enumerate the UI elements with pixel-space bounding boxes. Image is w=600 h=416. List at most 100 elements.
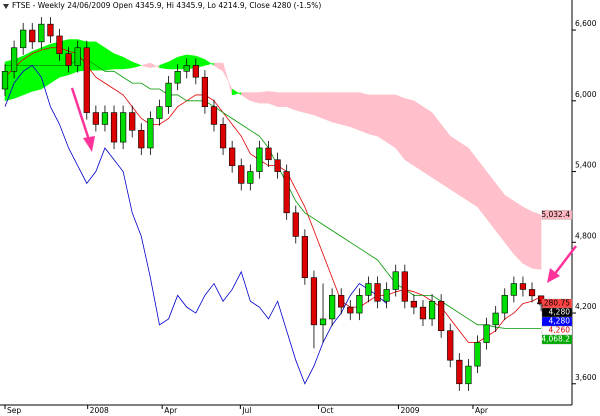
candle-body [47, 23, 54, 37]
cloud-segment [259, 91, 269, 104]
candle-body [283, 171, 290, 214]
candle-body [474, 342, 481, 367]
title-icon [3, 4, 9, 9]
candle-body [401, 271, 408, 302]
cloud-segment [440, 123, 451, 190]
candle-body [65, 53, 72, 66]
price-tag [541, 334, 573, 345]
cloud-segment [350, 92, 360, 131]
candle-body [74, 47, 81, 66]
cloud-segment [386, 94, 396, 149]
candle-body [29, 29, 36, 43]
candle-body [301, 236, 308, 278]
candle-body [165, 82, 172, 108]
cloud-segment [322, 92, 333, 123]
candle-body [20, 29, 27, 49]
plot-area [1, 17, 545, 391]
candle-body [428, 300, 436, 320]
candle-body [365, 283, 372, 296]
annotation-arrow [547, 245, 577, 283]
candle-body [56, 35, 63, 54]
candle-body [147, 118, 154, 149]
candle-body [229, 147, 236, 166]
candle-body [292, 212, 299, 237]
candle-body [174, 71, 181, 84]
candle-body [310, 277, 318, 326]
cloud-segment [459, 141, 469, 202]
candle-body [328, 295, 336, 320]
candle-body [92, 112, 99, 125]
x-tick-label: Apr [164, 406, 178, 415]
cloud-segment [331, 92, 342, 125]
candle-body [83, 47, 90, 113]
cloud-segment [395, 94, 406, 161]
candle-body [438, 300, 445, 332]
candle-body [110, 112, 118, 143]
x-tick-label: 2008 [90, 406, 109, 415]
candle-body [201, 76, 209, 108]
candle-body [419, 306, 427, 320]
cloud-segment [340, 92, 351, 128]
candle-body [483, 324, 490, 343]
price-tag-label: 4,280 [549, 308, 571, 317]
price-tag-label: 4,260 [549, 326, 571, 335]
cloud-segment [295, 92, 306, 113]
candle-body [447, 330, 454, 361]
candle-body [256, 147, 263, 172]
candle-body [356, 295, 363, 314]
chart-title: FTSE - Weekly 24/06/2009 Open 4345.9, Hi… [12, 1, 321, 10]
cloud-segment [431, 111, 442, 184]
cloud-segment [304, 92, 315, 116]
cloud-segment [404, 98, 415, 167]
candle-body [347, 306, 354, 314]
cloud-segment [22, 50, 33, 96]
x-tick-label: Jul [241, 406, 251, 415]
candle-body [247, 171, 254, 184]
candle-body [465, 365, 472, 385]
price-tag-label: 4,280.75 [537, 299, 571, 308]
x-tick-label: Oct [320, 406, 333, 415]
indicator-line [4, 59, 542, 329]
y-tick-label: 3,600 [575, 373, 597, 382]
candle-body [10, 47, 18, 72]
candle-body [319, 318, 327, 326]
cloud-segment [313, 92, 324, 119]
y-tick-label: 4,200 [575, 302, 597, 311]
candle-body [374, 283, 381, 302]
price-tag-label: 4,280 [549, 317, 571, 326]
y-tick-label: 4,800 [575, 231, 597, 240]
cloud-segment [522, 206, 533, 269]
candle-body [129, 112, 136, 131]
candle-body [519, 283, 527, 290]
candle-body [492, 312, 499, 326]
candle-body [274, 159, 281, 172]
candle-body [210, 106, 218, 125]
candle-body [38, 23, 45, 43]
indicator-line [4, 64, 387, 385]
y-tick-label: 5,400 [575, 161, 597, 170]
x-tick-label: 2009 [400, 406, 419, 415]
cloud-segment [32, 47, 42, 92]
candle-body [501, 295, 508, 314]
candle-body [510, 283, 517, 296]
cloud-segment [359, 92, 369, 135]
cloud-segment [531, 211, 542, 270]
price-tag [541, 316, 573, 327]
annotation-arrow [70, 87, 95, 152]
candle-body [265, 147, 272, 161]
price-tag [541, 210, 573, 220]
cloud-segment [413, 100, 424, 173]
candle-body [156, 106, 163, 119]
x-tick-label: Sep [7, 406, 21, 415]
candle-body [383, 289, 390, 302]
cloud-segment [131, 61, 143, 69]
candle-body [392, 271, 399, 290]
cloud-segment [377, 94, 387, 143]
candle-body [183, 65, 190, 72]
cloud-segment [422, 106, 433, 178]
cloud-segment [277, 92, 287, 107]
candle-body [120, 112, 127, 143]
cloud-segment [513, 200, 524, 265]
candle-body [456, 359, 463, 385]
